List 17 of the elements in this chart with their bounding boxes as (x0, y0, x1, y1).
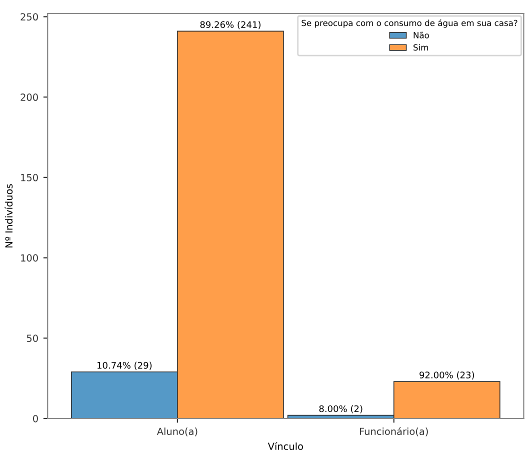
data-label: 10.74% (29) (98, 362, 152, 370)
legend-label: Sim (414, 44, 428, 51)
y-tick-label: 150 (21, 174, 38, 182)
x-tick-label: Aluno(a) (156, 428, 198, 436)
x-axis-title: Vínculo (268, 442, 303, 450)
data-label: 89.26% (241) (200, 21, 260, 30)
y-tick-label: 250 (20, 13, 38, 21)
y-tick-label: 200 (20, 94, 38, 101)
legend-label: Não (414, 32, 429, 38)
x-tick-label: Funcionário(a) (360, 427, 428, 436)
legend-title: Se preocupa com o consumo de água em sua casa? (302, 19, 518, 28)
y-tick-label: 100 (21, 254, 38, 262)
data-label: 92.00% (23) (420, 371, 474, 380)
y-tick-label: 0 (33, 414, 38, 422)
y-tick-label: 50 (26, 334, 38, 342)
data-label: 8.00% (2) (319, 405, 362, 414)
y-axis-title: Nº Indivíduos (4, 184, 13, 248)
